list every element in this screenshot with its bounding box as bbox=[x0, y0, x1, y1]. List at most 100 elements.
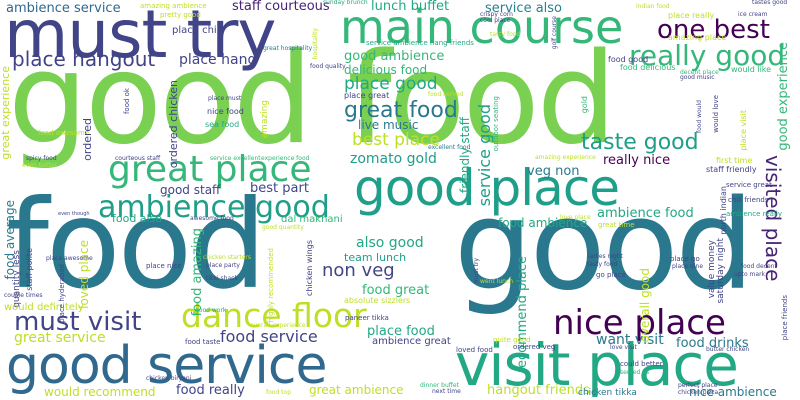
word-paneer-tikka: paneer tikka bbox=[345, 314, 389, 322]
word-great-food: great food bbox=[344, 98, 458, 123]
word-really-nice: really nice bbox=[603, 153, 671, 168]
word-love-visit: love visit bbox=[610, 344, 637, 351]
word-live-music: live music bbox=[358, 118, 419, 132]
word-overall-experience: overall experience bbox=[250, 322, 306, 329]
word-hospitality-vertical: hospitality bbox=[312, 28, 319, 60]
word-would-recommend: would recommend bbox=[44, 385, 156, 399]
word-main-course: main course bbox=[340, 0, 624, 54]
word-tasty-food: tasty food bbox=[490, 31, 521, 38]
word-place-visit-vertical: place visit bbox=[739, 110, 748, 151]
word-really-good: really good bbox=[629, 39, 786, 72]
word-quite-good: quite good bbox=[493, 336, 531, 344]
word-overall-good: overall good bbox=[638, 268, 652, 343]
word-golf-course: golf course bbox=[551, 16, 558, 50]
word-tikki-shack: tikki shack bbox=[206, 275, 238, 282]
word-ladies-night: ladies night bbox=[588, 253, 623, 260]
word-north-indian: north indian bbox=[719, 186, 728, 235]
word-next-time: next time bbox=[432, 388, 461, 395]
word-sea-food: sea food bbox=[205, 120, 240, 129]
word-great-time: great time bbox=[598, 221, 635, 229]
word-ambience-good-vertical: gold bbox=[580, 96, 589, 114]
word-nice-place: nice place bbox=[553, 303, 726, 343]
word-place-hyderabad: place hyderabad bbox=[58, 264, 66, 323]
word-good-large: good bbox=[454, 174, 754, 318]
word-food-good: food good bbox=[608, 55, 649, 64]
word-outdoor-seating: outdoor seating bbox=[492, 96, 500, 152]
word-food-quality: food quality bbox=[310, 63, 346, 70]
word-even-though: even though bbox=[58, 211, 90, 217]
word-ordered: ordered bbox=[81, 118, 94, 161]
word-would-love: would love bbox=[712, 95, 720, 133]
word-amazing-ambience: amazing ambience bbox=[140, 2, 207, 10]
word-courteous-staff: courteous staff bbox=[115, 155, 161, 162]
word-must-try: must try bbox=[4, 0, 276, 73]
word-sunday-brunch: sunday brunch bbox=[323, 0, 368, 6]
word-ambience-food: ambience food bbox=[597, 206, 694, 221]
word-food-ambience: food ambience bbox=[498, 216, 588, 230]
word-food-really: food really bbox=[176, 383, 245, 398]
word-chicken-wings: chicken wings bbox=[305, 240, 314, 297]
word-good-food: good food bbox=[8, 25, 617, 172]
word-ice-cream: ice cream bbox=[738, 11, 768, 18]
word-best-place: best place bbox=[352, 130, 440, 150]
word-food-service: food service bbox=[220, 327, 318, 346]
word-butter-chicken: butter chicken bbox=[706, 346, 750, 353]
word-great-service: great service bbox=[14, 330, 106, 346]
word-go-place: go place bbox=[596, 271, 626, 279]
word-place-party: place party bbox=[206, 262, 240, 269]
word-place-hang: place hang bbox=[179, 52, 257, 68]
word-veg-non: veg non bbox=[527, 164, 580, 179]
word-place-good: place good bbox=[344, 74, 438, 94]
word-visit-place: visit place bbox=[455, 331, 739, 399]
word-first-time: first time bbox=[716, 156, 753, 165]
word-staff-friendly: staff friendly bbox=[706, 165, 757, 174]
word-good-staff: good staff bbox=[160, 183, 221, 197]
word-dal-makhani: dal makhani bbox=[281, 214, 343, 225]
word-amazing-experience: amazing experience bbox=[535, 154, 596, 161]
word-service-great: service great bbox=[726, 181, 772, 189]
word-pretty-good: pretty good bbox=[160, 11, 201, 19]
word-chicken-starters: chicken starters bbox=[203, 254, 251, 261]
word-decent-place: decent place bbox=[680, 69, 719, 76]
word-place-nice: place nice bbox=[146, 262, 182, 270]
word-must-visit: must visit bbox=[14, 307, 142, 337]
word-great-place: great place bbox=[108, 149, 312, 190]
word-food-great: food great bbox=[362, 283, 430, 298]
word-good-place: good place bbox=[354, 159, 620, 217]
word-taste-good: taste good bbox=[581, 130, 699, 155]
word-tasty-food2: tasty food bbox=[587, 261, 618, 268]
word-quantity-less: quantity less bbox=[12, 250, 22, 308]
word-food-ok: food ok bbox=[123, 88, 131, 115]
word-tastes-good: tastes good bbox=[752, 0, 788, 6]
word-upto-mark: upto mark bbox=[734, 271, 766, 278]
word-cool-place: cool place bbox=[480, 17, 511, 24]
word-highly-recommend: food would bbox=[696, 100, 703, 134]
word-staff-courteous: staff courteous bbox=[232, 0, 330, 14]
word-visited-place[interactable]: visited place bbox=[761, 155, 785, 282]
word-dance-floor: dance floor bbox=[181, 296, 367, 335]
word-highly-recommended: highly recommended bbox=[267, 248, 275, 323]
word-served-us: served us bbox=[620, 369, 650, 376]
word-place-hangout: place hangout bbox=[12, 47, 156, 71]
word-ambience-service: ambience service bbox=[6, 1, 121, 16]
word-food-top: food top bbox=[266, 389, 292, 396]
word-hang-friends: hang friends bbox=[430, 39, 474, 47]
word-food-taste: food taste bbox=[185, 338, 221, 346]
word-team-lunch: team lunch bbox=[344, 251, 407, 264]
word-ambience-good: ambience good bbox=[98, 190, 330, 225]
word-crispy-corn: crispy corn bbox=[480, 11, 513, 18]
word-hangout-friends: hangout friends bbox=[487, 383, 590, 398]
word-delicious-food: delicious food bbox=[344, 63, 428, 77]
word-one-best: one best bbox=[657, 15, 770, 45]
word-love-place: love place bbox=[560, 214, 591, 221]
word-non-veg: non veg bbox=[322, 260, 395, 281]
word-service-good: service good bbox=[475, 104, 494, 207]
word-indian-food: indian food bbox=[636, 3, 670, 10]
word-absolute-sizzlers: absolute sizzlers bbox=[344, 296, 411, 305]
word-saturday-night: saturday night bbox=[716, 238, 726, 304]
word-good-quantity: good quantity bbox=[262, 224, 304, 231]
word-zomato-gold: zomato gold bbox=[350, 151, 437, 167]
word-spicy-food: spicy food bbox=[26, 155, 57, 162]
word-good-ambience: good ambience bbox=[344, 49, 445, 64]
word-place-chill: place chill bbox=[172, 25, 223, 36]
